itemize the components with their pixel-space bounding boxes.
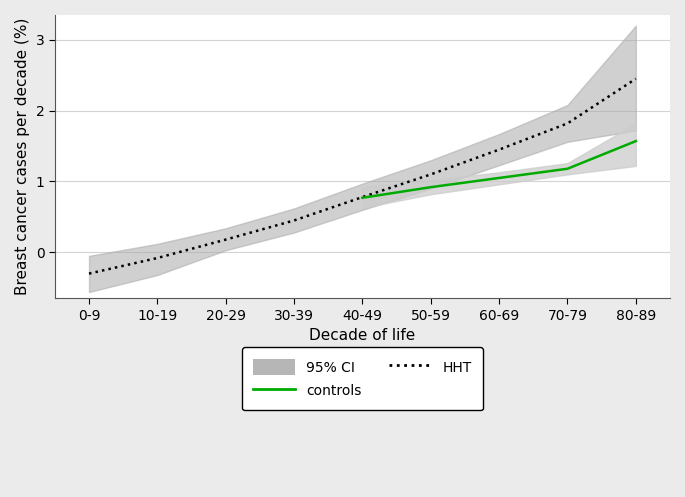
Legend: 95% CI, controls, HHT: 95% CI, controls, HHT (242, 347, 482, 411)
Y-axis label: Breast cancer cases per decade (%): Breast cancer cases per decade (%) (15, 18, 30, 295)
X-axis label: Decade of life: Decade of life (310, 329, 416, 343)
